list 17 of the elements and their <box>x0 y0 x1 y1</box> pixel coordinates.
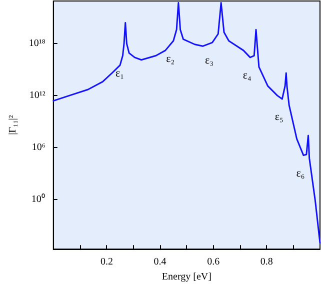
annotation: ε₅ <box>274 111 284 124</box>
y-tick-label: 10¹⁸ <box>28 38 46 50</box>
annotation: ε₁ <box>115 68 124 80</box>
y-tick-label: 10⁰ <box>31 193 46 206</box>
annotation: ε₃ <box>205 54 214 67</box>
x-tick-label: 0.2 <box>100 256 113 268</box>
y-axis-title: |Γ₁₁|² <box>8 115 18 135</box>
line-series <box>52 2 321 244</box>
annotation: ε₂ <box>166 52 175 65</box>
y-tick-label: 10⁶ <box>32 142 46 154</box>
x-tick-label: 0.8 <box>260 256 273 268</box>
annotation: ε₆ <box>296 167 305 180</box>
x-tick-label: 0.4 <box>154 256 166 268</box>
x-axis-title: Energy [eV] <box>162 272 212 282</box>
annotation: ε₄ <box>242 69 252 82</box>
x-tick-label: 0.6 <box>207 256 220 268</box>
y-tick-label: 10¹² <box>29 90 46 102</box>
